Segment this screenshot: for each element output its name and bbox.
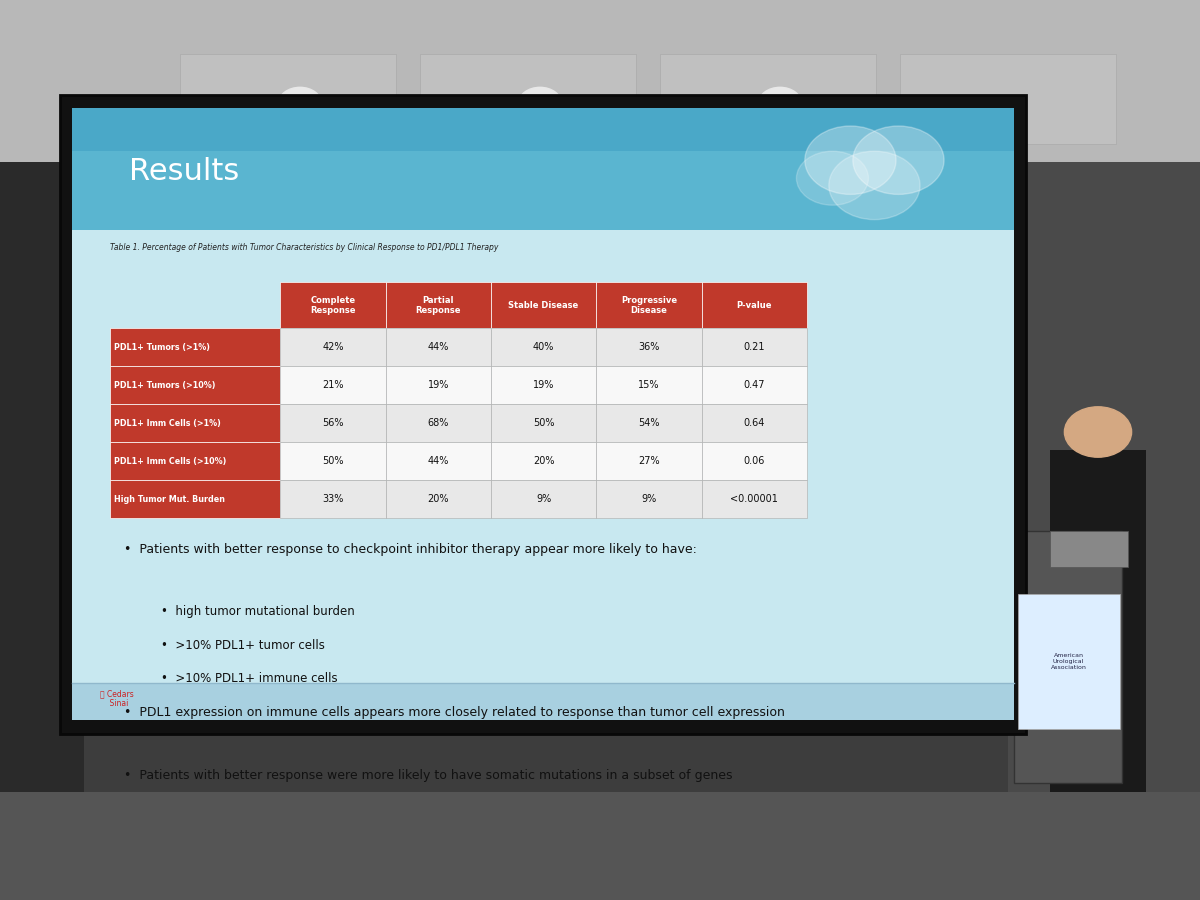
FancyBboxPatch shape xyxy=(491,442,596,480)
FancyBboxPatch shape xyxy=(900,54,1116,144)
Text: Partial
Response: Partial Response xyxy=(415,296,461,315)
FancyBboxPatch shape xyxy=(596,480,702,518)
FancyBboxPatch shape xyxy=(281,328,385,366)
FancyBboxPatch shape xyxy=(109,328,281,366)
Text: High Tumor Mut. Burden: High Tumor Mut. Burden xyxy=(114,495,226,504)
FancyBboxPatch shape xyxy=(702,328,806,366)
FancyBboxPatch shape xyxy=(385,328,491,366)
FancyBboxPatch shape xyxy=(109,480,281,518)
Text: 20%: 20% xyxy=(427,494,449,504)
Text: Progressive
Disease: Progressive Disease xyxy=(620,296,677,315)
Text: 0.06: 0.06 xyxy=(744,456,764,466)
Circle shape xyxy=(797,151,869,205)
FancyBboxPatch shape xyxy=(420,54,636,144)
Text: P-value: P-value xyxy=(737,301,772,310)
Circle shape xyxy=(1064,407,1132,457)
Text: •  >10% PDL1+ immune cells: • >10% PDL1+ immune cells xyxy=(162,672,338,686)
Text: Ⓢ Cedars
    Sinai: Ⓢ Cedars Sinai xyxy=(101,688,134,708)
FancyBboxPatch shape xyxy=(72,683,1014,720)
Text: •  high tumor mutational burden: • high tumor mutational burden xyxy=(162,605,355,618)
Circle shape xyxy=(829,151,920,220)
FancyBboxPatch shape xyxy=(1050,450,1146,792)
FancyBboxPatch shape xyxy=(596,366,702,404)
Circle shape xyxy=(758,87,802,120)
FancyBboxPatch shape xyxy=(109,442,281,480)
FancyBboxPatch shape xyxy=(702,283,806,328)
FancyBboxPatch shape xyxy=(281,283,385,328)
Polygon shape xyxy=(0,0,1200,162)
FancyBboxPatch shape xyxy=(702,366,806,404)
Circle shape xyxy=(853,126,944,194)
FancyBboxPatch shape xyxy=(281,480,385,518)
FancyBboxPatch shape xyxy=(385,404,491,442)
Text: PDL1+ Tumors (>10%): PDL1+ Tumors (>10%) xyxy=(114,381,216,390)
FancyBboxPatch shape xyxy=(72,108,1014,720)
Text: 9%: 9% xyxy=(641,494,656,504)
Text: PDL1+ Imm Cells (>10%): PDL1+ Imm Cells (>10%) xyxy=(114,456,227,465)
Text: •  >10% PDL1+ tumor cells: • >10% PDL1+ tumor cells xyxy=(162,639,325,652)
Text: 0.21: 0.21 xyxy=(743,342,764,352)
FancyBboxPatch shape xyxy=(1008,162,1200,900)
Text: 27%: 27% xyxy=(638,456,660,466)
FancyBboxPatch shape xyxy=(0,162,84,900)
FancyBboxPatch shape xyxy=(660,54,876,144)
Text: 33%: 33% xyxy=(323,494,343,504)
FancyBboxPatch shape xyxy=(491,283,596,328)
FancyBboxPatch shape xyxy=(109,404,281,442)
FancyBboxPatch shape xyxy=(1050,531,1128,567)
Text: 44%: 44% xyxy=(427,342,449,352)
Text: Stable Disease: Stable Disease xyxy=(509,301,578,310)
FancyBboxPatch shape xyxy=(109,366,281,404)
Text: PDL1+ Imm Cells (>1%): PDL1+ Imm Cells (>1%) xyxy=(114,418,221,427)
Text: 44%: 44% xyxy=(427,456,449,466)
FancyBboxPatch shape xyxy=(385,442,491,480)
FancyBboxPatch shape xyxy=(281,442,385,480)
Text: 21%: 21% xyxy=(323,380,344,391)
Text: 50%: 50% xyxy=(323,456,344,466)
FancyBboxPatch shape xyxy=(491,480,596,518)
Text: •  Patients with better response were more likely to have somatic mutations in a: • Patients with better response were mor… xyxy=(124,769,732,782)
Text: 19%: 19% xyxy=(427,380,449,391)
Text: American
Urological
Association: American Urological Association xyxy=(1051,653,1086,670)
FancyBboxPatch shape xyxy=(385,480,491,518)
FancyBboxPatch shape xyxy=(702,480,806,518)
FancyBboxPatch shape xyxy=(1018,594,1120,729)
Text: 9%: 9% xyxy=(536,494,551,504)
Text: 19%: 19% xyxy=(533,380,554,391)
Text: 54%: 54% xyxy=(638,418,660,428)
Text: 56%: 56% xyxy=(323,418,344,428)
FancyBboxPatch shape xyxy=(60,94,1026,734)
Text: Results: Results xyxy=(128,158,239,186)
FancyBboxPatch shape xyxy=(491,404,596,442)
FancyBboxPatch shape xyxy=(596,404,702,442)
FancyBboxPatch shape xyxy=(596,283,702,328)
FancyBboxPatch shape xyxy=(281,366,385,404)
Text: 36%: 36% xyxy=(638,342,660,352)
Text: 15%: 15% xyxy=(638,380,660,391)
Circle shape xyxy=(278,87,322,120)
Text: 0.64: 0.64 xyxy=(744,418,764,428)
Text: 40%: 40% xyxy=(533,342,554,352)
Text: 0.47: 0.47 xyxy=(743,380,764,391)
Text: 20%: 20% xyxy=(533,456,554,466)
FancyBboxPatch shape xyxy=(72,108,1014,151)
FancyBboxPatch shape xyxy=(281,404,385,442)
Text: 68%: 68% xyxy=(427,418,449,428)
Text: Table 1. Percentage of Patients with Tumor Characteristics by Clinical Response : Table 1. Percentage of Patients with Tum… xyxy=(109,243,498,252)
FancyBboxPatch shape xyxy=(180,54,396,144)
FancyBboxPatch shape xyxy=(385,366,491,404)
FancyBboxPatch shape xyxy=(491,328,596,366)
FancyBboxPatch shape xyxy=(491,366,596,404)
FancyBboxPatch shape xyxy=(72,108,1014,230)
Text: PDL1+ Tumors (>1%): PDL1+ Tumors (>1%) xyxy=(114,343,210,352)
FancyBboxPatch shape xyxy=(385,283,491,328)
Circle shape xyxy=(805,126,896,194)
FancyBboxPatch shape xyxy=(596,442,702,480)
Text: Complete
Response: Complete Response xyxy=(311,296,356,315)
FancyBboxPatch shape xyxy=(1014,531,1122,783)
Circle shape xyxy=(518,87,562,120)
Text: 42%: 42% xyxy=(323,342,344,352)
Text: <0.00001: <0.00001 xyxy=(730,494,778,504)
FancyBboxPatch shape xyxy=(702,404,806,442)
